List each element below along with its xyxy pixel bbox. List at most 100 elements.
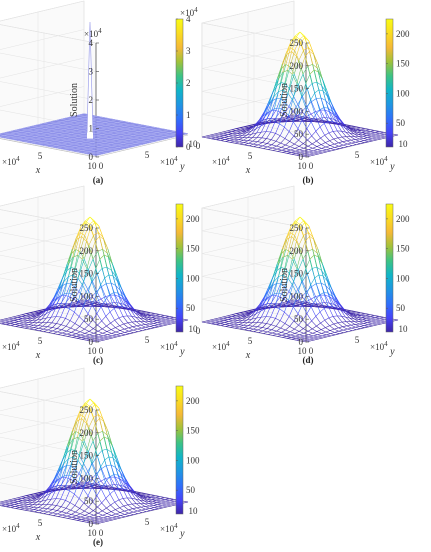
mesh-line xyxy=(381,136,385,137)
mesh-line xyxy=(127,498,132,504)
mesh-line xyxy=(338,323,343,327)
mesh-line xyxy=(334,329,339,331)
colorbar-tick-label: 200 xyxy=(186,214,200,224)
mesh-line xyxy=(367,318,371,319)
mesh-line xyxy=(121,516,126,517)
y-tick-label: 10 xyxy=(399,324,409,334)
mesh-line xyxy=(346,137,351,140)
x-tick-label: 10 xyxy=(88,161,98,171)
x-axis-label: x xyxy=(35,165,41,176)
mesh-line xyxy=(120,326,125,329)
mesh-line xyxy=(339,146,344,148)
mesh-line xyxy=(370,130,374,131)
mesh-line xyxy=(109,520,113,521)
mesh-line xyxy=(108,518,112,519)
mesh-line xyxy=(337,131,342,137)
mesh-line xyxy=(364,138,368,139)
mesh-line xyxy=(112,514,116,515)
mesh-line xyxy=(307,287,312,292)
z-tick-label: 4 xyxy=(89,38,94,48)
mesh-line xyxy=(322,336,327,337)
surface-panel: 050100150200250Solution10500510xy×104×10… xyxy=(0,190,205,370)
mesh-line xyxy=(158,507,163,508)
mesh-line xyxy=(376,321,381,322)
mesh-line xyxy=(103,332,107,334)
mesh-line xyxy=(323,80,327,91)
mesh-line xyxy=(101,278,105,285)
mesh-line xyxy=(364,325,368,326)
y-axis-label: y xyxy=(389,347,395,358)
colorbar-tick-label: 100 xyxy=(396,273,410,283)
mesh-line xyxy=(312,267,317,268)
colorbar-tick-label: 50 xyxy=(186,485,196,495)
mesh-line xyxy=(376,136,381,137)
z-tick-label: 150 xyxy=(80,269,94,279)
mesh-line xyxy=(123,498,127,499)
mesh-line xyxy=(309,335,314,336)
mesh-line xyxy=(116,331,120,333)
mesh-line xyxy=(356,327,361,329)
mesh-line xyxy=(316,323,320,326)
panel-caption: (c) xyxy=(78,355,118,365)
mesh-line xyxy=(347,329,352,331)
mesh-line xyxy=(325,135,330,141)
mesh-line xyxy=(161,499,165,500)
mesh-line xyxy=(132,322,137,326)
mesh-line xyxy=(100,340,104,341)
mesh-line xyxy=(326,149,330,150)
mesh-line xyxy=(96,285,100,295)
mesh-line xyxy=(355,139,359,140)
mesh-line xyxy=(307,314,312,321)
y-axis-label: y xyxy=(179,347,185,358)
x-tick-label: 0 xyxy=(196,141,201,151)
mesh-line xyxy=(167,322,171,323)
panel-caption: (b) xyxy=(288,175,328,185)
mesh-line xyxy=(343,142,348,144)
mesh-line xyxy=(318,305,322,306)
y-tick-label: 10 xyxy=(399,139,409,149)
mesh-line xyxy=(116,332,121,334)
mesh-line xyxy=(151,497,155,498)
mesh-line xyxy=(324,123,329,132)
mesh-line xyxy=(99,519,104,520)
mesh-line xyxy=(376,319,381,320)
mesh-line xyxy=(356,326,360,327)
mesh-line xyxy=(146,495,150,496)
mesh-line xyxy=(110,312,115,320)
mesh-line xyxy=(321,135,325,138)
mesh-line xyxy=(321,330,326,332)
mesh-line xyxy=(375,317,380,318)
mesh-line xyxy=(313,148,318,150)
mesh-line xyxy=(165,317,170,318)
mesh-line xyxy=(316,326,321,330)
mesh-line xyxy=(137,510,141,511)
mesh-line xyxy=(149,324,154,326)
mesh-line xyxy=(308,144,312,146)
mesh-line xyxy=(371,317,375,318)
mesh-line xyxy=(321,328,325,330)
mesh-line xyxy=(140,504,145,507)
mesh-line xyxy=(105,457,109,460)
mesh-line xyxy=(313,332,317,334)
mesh-line xyxy=(109,457,113,458)
mesh-line xyxy=(316,98,321,99)
mesh-line xyxy=(102,321,107,326)
mesh-line xyxy=(111,328,115,330)
mesh-line xyxy=(167,504,171,505)
mesh-line xyxy=(361,315,365,316)
mesh-line xyxy=(153,503,158,505)
mesh-line xyxy=(166,502,170,503)
mesh-line xyxy=(98,507,103,511)
z-tick-label: 100 xyxy=(290,106,304,116)
mesh-line xyxy=(316,316,321,323)
mesh-line xyxy=(124,328,128,329)
z-tick-label: 150 xyxy=(80,451,94,461)
mesh-line xyxy=(161,501,165,502)
mesh-line xyxy=(371,320,376,321)
mesh-line xyxy=(368,140,373,141)
mesh-line xyxy=(146,508,150,509)
panel-caption: (a) xyxy=(78,175,118,185)
mesh-line xyxy=(315,275,319,278)
mesh-line xyxy=(100,339,105,340)
mesh-line xyxy=(312,316,316,321)
